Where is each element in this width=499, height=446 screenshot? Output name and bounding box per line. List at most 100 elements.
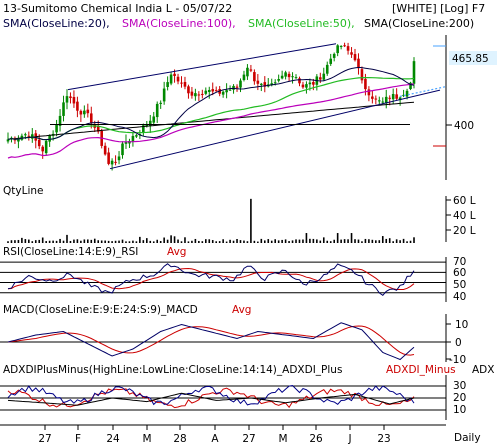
macd-lines bbox=[0, 322, 446, 361]
price-candle-body bbox=[142, 125, 145, 133]
channel-upper-line bbox=[67, 43, 337, 91]
rsi-line bbox=[7, 263, 415, 296]
rsi-guides bbox=[0, 261, 446, 294]
volume-bar bbox=[204, 239, 207, 243]
price-candle-body bbox=[232, 85, 235, 90]
volume-bar bbox=[284, 239, 287, 243]
price-candle-body bbox=[155, 103, 159, 118]
adx-label: ADX bbox=[472, 364, 494, 376]
price-candle-body bbox=[263, 82, 267, 87]
volume-bar bbox=[316, 239, 318, 243]
price-candle-body bbox=[377, 100, 381, 102]
price-candle-body bbox=[391, 93, 395, 100]
last-price-value: 465.85 bbox=[452, 53, 489, 65]
volume-bar bbox=[329, 241, 332, 243]
volume-bar bbox=[45, 241, 47, 243]
price-candle-body bbox=[384, 96, 388, 104]
price-candle-body bbox=[308, 82, 312, 85]
volume-bar bbox=[368, 239, 370, 243]
macd-line bbox=[7, 322, 415, 361]
price-candle-body bbox=[72, 97, 76, 104]
price-candle-body bbox=[162, 88, 166, 102]
price-candle-body bbox=[166, 82, 169, 87]
volume-bar bbox=[125, 241, 127, 243]
volume-bar bbox=[361, 241, 363, 243]
volume-bar bbox=[111, 241, 113, 243]
volume-bar bbox=[250, 198, 252, 243]
volume-bar bbox=[232, 240, 235, 243]
mode-indicator[interactable]: [WHITE] [Log] F7 bbox=[392, 2, 485, 15]
volume-bar bbox=[336, 233, 339, 243]
volume-bar bbox=[326, 240, 329, 243]
volume-bar bbox=[257, 241, 259, 243]
volume-bar bbox=[225, 241, 228, 243]
volume-bar bbox=[55, 240, 58, 243]
volume-bar bbox=[246, 241, 249, 243]
volume-bar bbox=[277, 240, 280, 243]
volume-bar bbox=[159, 241, 162, 243]
volume-bar bbox=[48, 240, 51, 243]
rsi-title: RSI(CloseLine:14:E:9)_RSI bbox=[3, 246, 138, 258]
volume-bar bbox=[184, 237, 186, 243]
volume-bar bbox=[288, 241, 290, 243]
volume-bar bbox=[388, 238, 391, 243]
volume-bar bbox=[31, 241, 34, 243]
price-candle-body bbox=[201, 93, 204, 95]
price-candle-body bbox=[364, 78, 367, 90]
volume-bar bbox=[14, 240, 16, 243]
macd-tick-label-minus10: -10 bbox=[449, 354, 466, 366]
volume-bar bbox=[350, 233, 353, 243]
volume-bar bbox=[73, 239, 75, 243]
price-candle-body bbox=[41, 146, 45, 152]
rsi-tick-50: 50 bbox=[453, 279, 466, 291]
macd-avg-label: Avg bbox=[232, 304, 251, 316]
volume-bar bbox=[194, 238, 197, 243]
price-candle-body bbox=[89, 113, 93, 123]
volume-bar bbox=[229, 239, 231, 243]
volume-bar bbox=[21, 237, 23, 243]
adx-line bbox=[7, 392, 415, 406]
price-candle-body bbox=[388, 97, 392, 99]
price-candle-body bbox=[86, 109, 90, 114]
price-candle-body bbox=[48, 135, 51, 142]
price-candle-body bbox=[336, 45, 339, 54]
adx-tick-30: 30 bbox=[453, 380, 466, 392]
volume-bar bbox=[128, 241, 131, 243]
price-candle-body bbox=[65, 96, 69, 103]
price-candle-body bbox=[197, 94, 201, 96]
volume-bar bbox=[260, 238, 263, 243]
volume-bar bbox=[97, 240, 100, 243]
legend-sma200: SMA(CloseLine:200) bbox=[364, 17, 474, 30]
volume-bar bbox=[322, 237, 325, 243]
price-candle-body bbox=[353, 54, 357, 61]
rsi-tick-60: 60 bbox=[453, 267, 466, 279]
volume-bar bbox=[312, 238, 315, 243]
volume-bar bbox=[83, 239, 86, 243]
price-candle-body bbox=[325, 64, 329, 74]
price-candle-body bbox=[405, 90, 409, 97]
volume-bar bbox=[191, 240, 193, 243]
price-candle-body bbox=[402, 94, 405, 97]
volume-bar bbox=[114, 240, 117, 243]
volume-bar bbox=[295, 239, 297, 243]
volume-bar bbox=[66, 234, 68, 243]
price-candle-body bbox=[145, 124, 149, 127]
volume-bar bbox=[76, 239, 79, 243]
price-candle-body bbox=[298, 78, 301, 84]
price-candle-body bbox=[260, 83, 263, 85]
price-candle-body bbox=[37, 139, 41, 147]
price-candle-body bbox=[148, 120, 152, 127]
channel-lower-line bbox=[109, 89, 441, 170]
x-tick-label: 24 bbox=[106, 433, 120, 445]
x-tick-label: J bbox=[347, 433, 351, 445]
volume-bar bbox=[69, 240, 72, 243]
price-candle-body bbox=[190, 91, 194, 96]
x-axis-period: Daily bbox=[454, 432, 481, 444]
volume-bar bbox=[402, 238, 405, 243]
volume-bar bbox=[263, 240, 266, 243]
price-candle-body bbox=[381, 101, 385, 103]
volume-bars bbox=[7, 198, 415, 243]
volume-bar bbox=[413, 237, 415, 243]
volume-bar bbox=[364, 238, 367, 243]
